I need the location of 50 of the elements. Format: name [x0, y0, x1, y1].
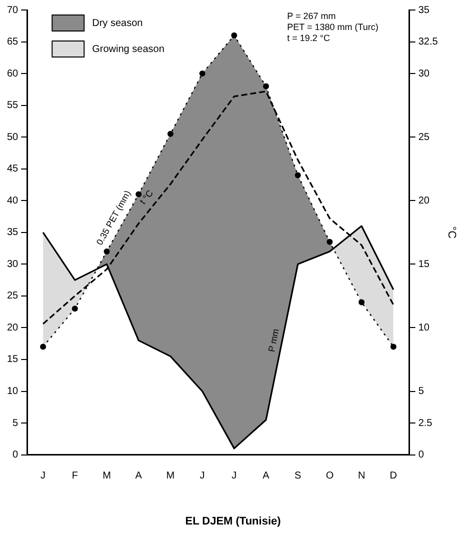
text: P mm [266, 328, 281, 353]
y2-tick-label: 2.5 [418, 418, 433, 429]
x-tick-label: N [358, 470, 366, 482]
x-tick-label: F [72, 470, 78, 482]
x-tick-label: S [294, 470, 302, 482]
y-tick-label: 0 [12, 450, 19, 461]
point [390, 344, 396, 350]
y-tick-label: 15 [7, 354, 19, 366]
point [199, 70, 206, 77]
annotation: PET = 1380 mm (Turc) [287, 22, 378, 32]
y2-tick-label: 20 [418, 195, 430, 206]
annotation: P = 267 mm [287, 10, 336, 21]
annotation: t = 19.2 °C [287, 32, 330, 43]
y-tick-label: 5 [12, 418, 19, 429]
y2-tick-label: 0 [418, 450, 424, 461]
x-tick-label: J [232, 470, 237, 482]
y-tick-label: 40 [7, 195, 19, 206]
y-tick-label: 10 [7, 386, 19, 398]
text: EL DJEM (Tunisie) [185, 515, 282, 528]
y-tick-label: 45 [7, 164, 19, 175]
y-tick-label: 70 [7, 4, 19, 16]
y2-tick-label: 32.5 [418, 36, 438, 48]
x-tick-label: A [262, 470, 270, 482]
y2-tick-label: 5 [418, 386, 424, 398]
point [167, 130, 174, 137]
y2-tick-label: 30 [418, 68, 430, 80]
y-tick-label: 55 [7, 100, 19, 112]
x-tick-label: M [102, 470, 111, 482]
y-tick-label: 50 [7, 132, 19, 143]
legend-label: Growing season [92, 44, 164, 55]
y-tick-label: 30 [7, 258, 19, 270]
y-tick-label: 25 [7, 290, 19, 302]
x-tick-label: D [390, 470, 398, 482]
y-tick-label: 60 [7, 68, 19, 80]
x-tick-label: J [200, 470, 205, 482]
x-tick-label: A [135, 470, 142, 482]
x-tick-label: M [166, 470, 175, 482]
y-tick-label: 65 [7, 36, 19, 48]
x-tick-label: O [326, 470, 334, 482]
y-tick-label: 35 [7, 227, 19, 238]
text: t °C [138, 188, 156, 206]
y2-tick-label: 10 [418, 322, 430, 334]
legend-label: Dry season [92, 18, 143, 29]
point [231, 32, 238, 38]
x-tick-label: J [40, 470, 46, 482]
y2-tick-label: 35 [418, 4, 430, 16]
y2-tick-label: 25 [418, 132, 430, 143]
y-tick-label: 20 [7, 322, 19, 334]
y2-axis-title: °C [445, 226, 458, 239]
y2-tick-label: 15 [418, 258, 430, 270]
